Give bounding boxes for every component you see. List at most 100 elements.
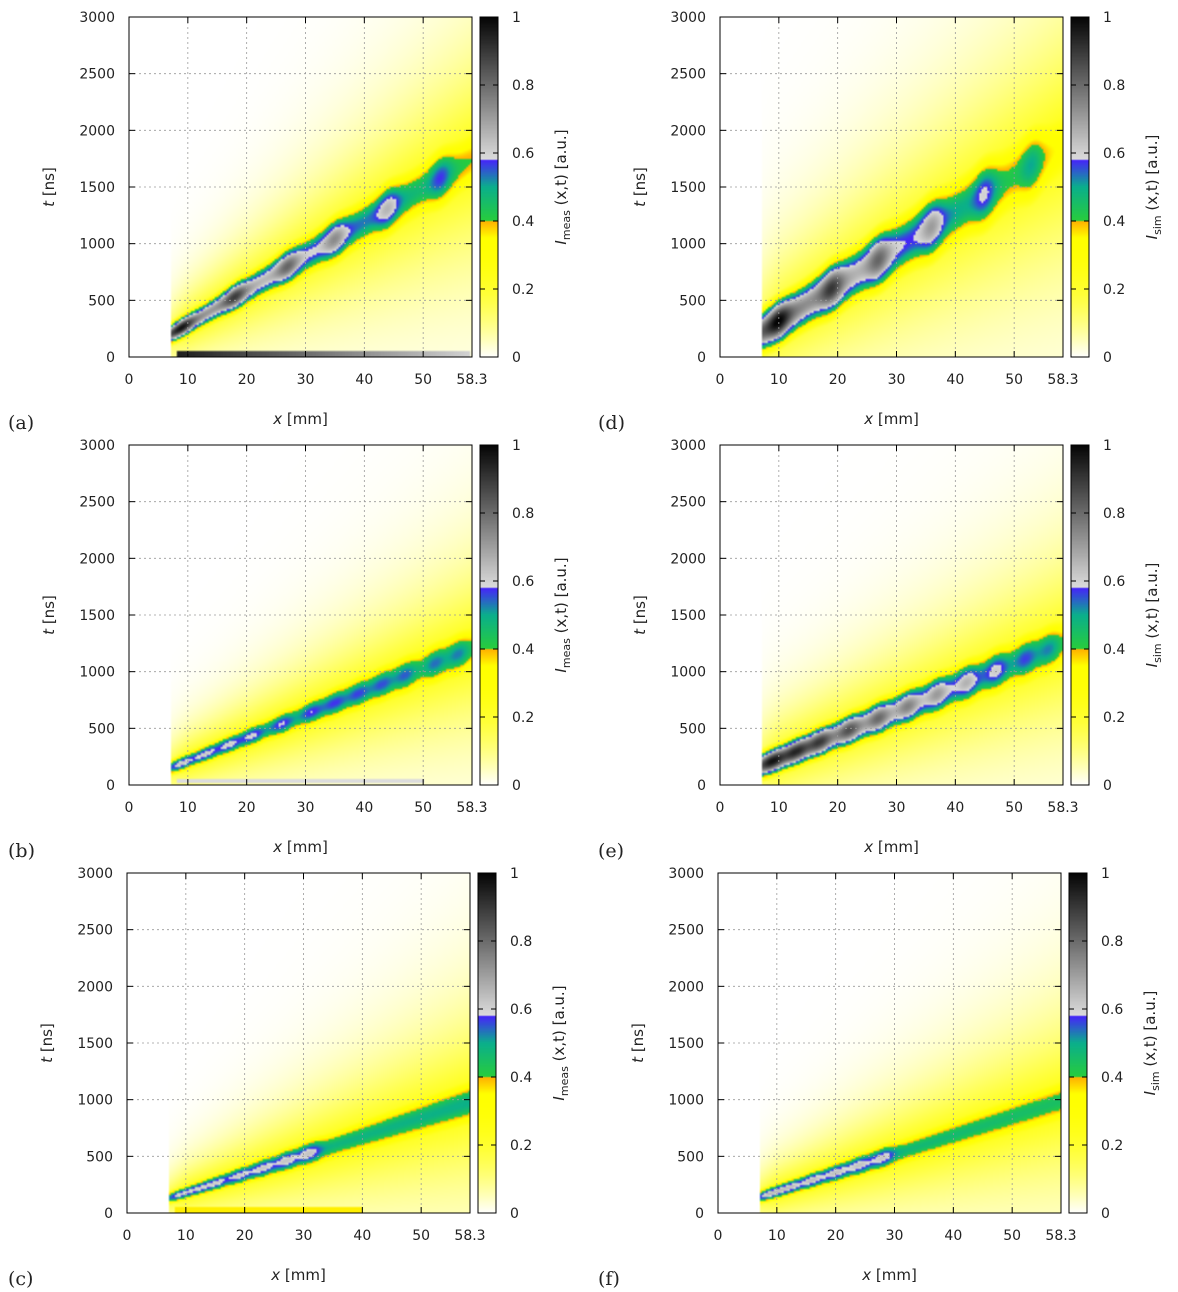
x-tick-label: 30: [295, 1228, 313, 1244]
x-tick-label: 40: [353, 1228, 371, 1244]
x-axis-unit: [mm]: [282, 838, 328, 856]
x-axis-title: x [mm]: [861, 1266, 917, 1284]
colorbar-tick-label: 0.8: [510, 934, 532, 950]
colorbar-subscript: sim: [1149, 1071, 1162, 1091]
colorbar-tick-label: 0.2: [512, 282, 534, 298]
y-tick-label: 2500: [668, 923, 704, 939]
colorbar-subscript: meas: [560, 638, 573, 668]
x-tick-label: 40: [355, 372, 373, 388]
panel-letter: (e): [598, 840, 624, 862]
y-axis-variable: t: [631, 200, 649, 207]
y-axis-unit: [ns]: [631, 167, 649, 201]
colorbar-tick-label: 0.8: [1101, 934, 1123, 950]
y-tick-label: 3000: [79, 10, 115, 26]
colorbar-tick-label: 0.2: [512, 710, 534, 726]
x-tick-label: 10: [770, 372, 788, 388]
y-tick-label: 500: [86, 1149, 113, 1165]
y-tick-label: 500: [88, 721, 115, 737]
x-tick-label: 40: [946, 372, 964, 388]
y-tick-label: 0: [106, 778, 115, 794]
y-tick-label: 0: [697, 350, 706, 366]
y-tick-label: 1000: [79, 237, 115, 253]
colorbar-title: Imeas (x,t) [a.u.]: [550, 985, 571, 1100]
y-axis-title: t [ns]: [40, 595, 58, 635]
x-tick-label: 50: [412, 1228, 430, 1244]
x-tick-label: 20: [238, 800, 256, 816]
x-tick-label: 58.3: [1047, 800, 1078, 816]
y-axis-unit: [ns]: [38, 1023, 56, 1057]
y-axis-title: t [ns]: [629, 1023, 647, 1063]
y-tick-label: 3000: [670, 438, 706, 454]
colorbar-variable: I: [552, 668, 570, 673]
x-tick-label: 0: [714, 1228, 723, 1244]
colorbar-subscript: sim: [1151, 643, 1164, 663]
y-tick-label: 0: [695, 1206, 704, 1222]
x-tick-label: 30: [888, 372, 906, 388]
colorbar-tick-label: 1: [1103, 10, 1112, 26]
y-tick-label: 0: [106, 350, 115, 366]
colorbar-tick-label: 0.4: [1101, 1070, 1123, 1086]
y-axis-variable: t: [631, 628, 649, 635]
x-tick-label: 30: [886, 1228, 904, 1244]
colorbar-tick-label: 0: [510, 1206, 519, 1222]
y-tick-label: 1500: [670, 608, 706, 624]
y-tick-label: 2000: [77, 979, 113, 995]
x-tick-label: 30: [297, 800, 315, 816]
colorbar-title: Imeas (x,t) [a.u.]: [552, 557, 573, 672]
y-tick-label: 1000: [670, 665, 706, 681]
x-axis-unit: [mm]: [873, 410, 919, 428]
panel-letter: (a): [8, 412, 34, 434]
y-tick-label: 2000: [79, 123, 115, 139]
colorbar-tick-label: 0.6: [512, 146, 534, 162]
colorbar-variable: I: [550, 1096, 568, 1101]
colorbar-frame: [479, 16, 499, 358]
x-tick-label: 58.3: [1047, 372, 1078, 388]
x-tick-label: 58.3: [1045, 1228, 1076, 1244]
x-tick-label: 40: [944, 1228, 962, 1244]
colorbar-gradient: [1071, 17, 1089, 357]
panel-f: 0 10 20 30 40 50 58.3050010001500200025003000x…: [598, 866, 1162, 1290]
colorbar-tick-label: 1: [512, 438, 521, 454]
x-axis-title: x [mm]: [272, 838, 328, 856]
y-axis-variable: t: [40, 628, 58, 635]
x-tick-label: 50: [1003, 1228, 1021, 1244]
colorbar-tick-label: 1: [1103, 438, 1112, 454]
x-tick-label: 30: [297, 372, 315, 388]
colorbar-tick-label: 0.6: [1103, 146, 1125, 162]
y-tick-label: 1500: [77, 1036, 113, 1052]
colorbar-tick-label: 0: [512, 778, 521, 794]
colorbar-tick-label: 0.2: [510, 1138, 532, 1154]
colorbar-subscript: meas: [560, 210, 573, 240]
x-axis-variable: x: [863, 838, 873, 856]
y-tick-label: 3000: [77, 866, 113, 882]
y-tick-label: 1500: [668, 1036, 704, 1052]
panel-letter: (d): [598, 412, 625, 434]
colorbar-variable: I: [1141, 1090, 1159, 1095]
colorbar-frame: [477, 872, 497, 1214]
y-axis-unit: [ns]: [629, 1023, 647, 1057]
x-axis-variable: x: [861, 1266, 871, 1284]
y-tick-label: 1500: [79, 180, 115, 196]
colorbar-unit: (x,t) [a.u.]: [552, 129, 570, 210]
panel-letter: (f): [598, 1268, 620, 1290]
y-axis-unit: [ns]: [40, 167, 58, 201]
y-tick-label: 3000: [670, 10, 706, 26]
y-tick-label: 2500: [77, 923, 113, 939]
y-tick-label: 500: [88, 293, 115, 309]
y-axis-title: t [ns]: [40, 167, 58, 207]
colorbar-frame: [479, 444, 499, 786]
x-tick-label: 20: [829, 800, 847, 816]
colorbar-tick-label: 1: [510, 866, 519, 882]
x-tick-label: 10: [177, 1228, 195, 1244]
colorbar-gradient: [1069, 873, 1087, 1213]
colorbar-unit: (x,t) [a.u.]: [552, 557, 570, 638]
colorbar-tick-label: 0: [1103, 350, 1112, 366]
y-axis-variable: t: [629, 1056, 647, 1063]
y-tick-label: 500: [679, 293, 706, 309]
y-axis-unit: [ns]: [40, 595, 58, 629]
x-tick-label: 0: [125, 372, 134, 388]
colorbar-title: Isim (x,t) [a.u.]: [1143, 563, 1164, 668]
x-axis-variable: x: [272, 410, 282, 428]
x-tick-label: 58.3: [456, 372, 487, 388]
colorbar-title: Isim (x,t) [a.u.]: [1141, 991, 1162, 1096]
